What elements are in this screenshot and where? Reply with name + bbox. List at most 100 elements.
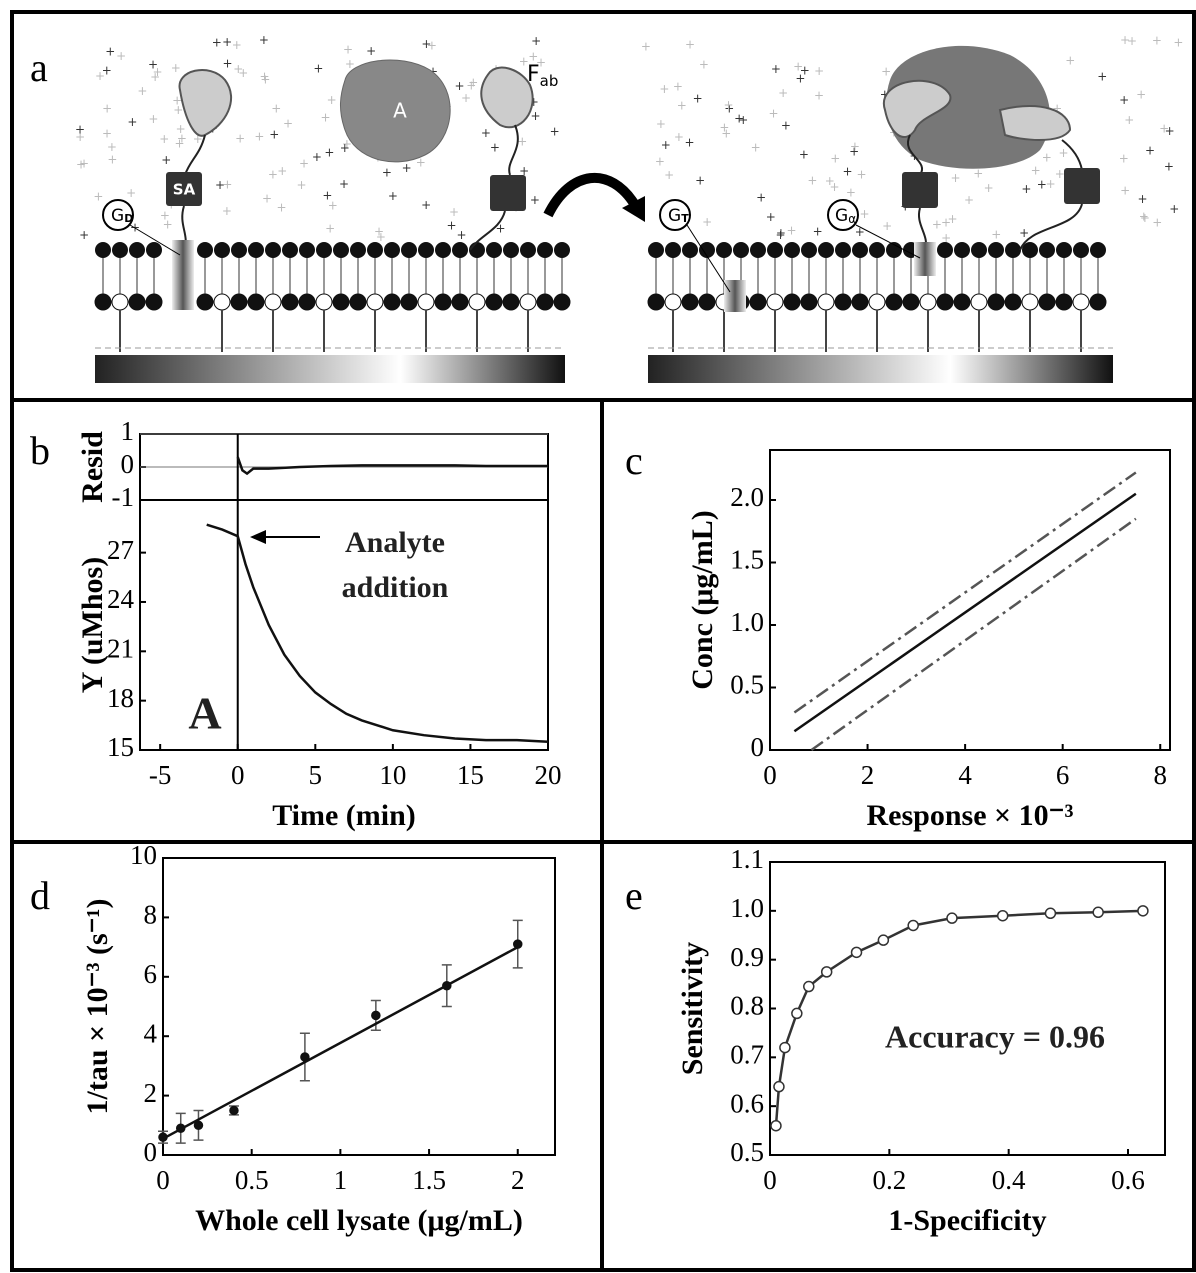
x-tick-label: 2 [861,760,875,790]
ion: + [233,62,243,76]
ion: + [1037,178,1047,192]
linker [508,124,519,176]
lipid-head [349,293,367,311]
ion: + [325,221,335,235]
lipid-head [519,293,537,311]
ion: + [382,165,392,179]
ion: + [428,64,438,78]
ion: + [276,200,286,214]
lipid-head [749,293,767,311]
ion: + [795,71,805,85]
ion: + [771,62,781,76]
lipid-head [648,242,664,258]
ion: + [177,131,187,145]
ion: + [850,140,860,154]
ion: + [825,174,835,188]
lipid-head [1021,293,1039,311]
x-tick-label: 2 [511,1165,525,1195]
ion: + [769,107,779,121]
ion: + [402,161,412,175]
lipid-head [716,242,732,258]
ion: + [781,118,791,132]
lipid-head [230,293,248,311]
lipid-head [316,242,332,258]
ion: + [531,34,541,48]
lipid-head [231,242,247,258]
lipid-head [835,242,851,258]
lipid-head [886,242,902,258]
ion: + [176,122,186,136]
ion: + [163,218,173,232]
ion: + [1127,34,1137,48]
y-tick-label: 8 [144,900,158,930]
lipid-head [1072,293,1090,311]
lipid-head [682,242,698,258]
ion: + [312,150,322,164]
transition-arrow [543,173,640,218]
ion: + [857,167,867,181]
y-axis-label: Sensitivity [676,942,709,1075]
x-tick-label: 0.6 [1111,1165,1145,1195]
ion: + [814,64,824,78]
analyte [886,45,1050,169]
data-line [810,517,1137,752]
fab [480,66,534,129]
lipid-head [282,242,298,258]
x-tick-label: 0.2 [872,1165,906,1195]
g-text: G [111,206,124,226]
y-tick-label: 2.0 [730,482,764,512]
ion: + [116,49,126,63]
lipid-head [817,293,835,311]
ion: + [271,101,281,115]
y-tick-label: 6 [144,959,158,989]
y-tick-label: 24 [107,584,135,614]
ion: + [550,125,560,139]
x-tick-label: 0 [763,760,777,790]
lipid-head [919,293,937,311]
ion: + [685,136,695,150]
annotation: addition [342,571,449,604]
ion: + [95,69,105,83]
x-tick-label: 15 [457,760,484,790]
pointer [686,224,731,293]
ion: + [860,207,870,221]
ion: + [262,192,272,206]
y-axis-label: 1/tau × 10⁻³ (s⁻¹) [81,899,114,1115]
lipid-head [315,293,333,311]
y-tick-label: 0.8 [730,991,764,1021]
ion: + [159,132,169,146]
panel-label: c [625,438,643,483]
gd-label: GD [111,206,133,226]
ion: + [766,210,776,224]
ion: + [799,148,809,162]
data-line [162,946,519,1140]
data-point [907,919,919,932]
lipid-head [366,293,384,311]
ion: + [222,35,232,49]
x-tick-label: 1.5 [412,1165,446,1195]
ion: + [75,123,85,137]
ion: + [855,225,865,239]
lipid-head [452,242,468,258]
ion: + [75,130,85,144]
ion: + [655,155,665,169]
ion: + [259,33,269,47]
y-tick-label: 0.9 [730,942,764,972]
y-tick-label: 15 [107,732,134,762]
ion: + [724,102,734,116]
x-tick-label: 10 [379,760,406,790]
data-line [774,909,1143,1126]
ion: + [702,215,712,229]
y-tick-label: 0 [121,449,135,479]
x-tick-label: 0 [763,1165,777,1195]
lipid-head [1073,242,1089,258]
annotation: Accuracy = 0.96 [885,1018,1105,1054]
x-tick-label: -5 [149,760,172,790]
x-tick-label: 0.5 [235,1165,269,1195]
ion: + [454,79,464,93]
x-tick-label: 4 [958,760,972,790]
ion: + [829,180,839,194]
lipid-head [469,242,485,258]
ion: + [1065,53,1075,67]
data-line [206,523,549,744]
